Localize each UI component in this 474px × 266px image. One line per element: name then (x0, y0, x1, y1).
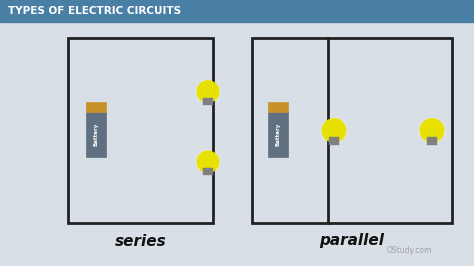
Bar (86, 112, 106, 157)
Bar (86, 102, 106, 112)
Bar (252, 38, 452, 223)
Bar (268, 112, 288, 157)
Bar (203, 98, 212, 105)
Bar (203, 168, 212, 175)
Bar (68, 38, 213, 223)
Circle shape (196, 79, 220, 104)
Text: OStudy.com: OStudy.com (387, 246, 432, 255)
Circle shape (419, 117, 446, 144)
Circle shape (320, 117, 347, 144)
Bar (427, 137, 437, 145)
Circle shape (197, 81, 219, 102)
Bar (329, 137, 339, 145)
Circle shape (196, 149, 220, 174)
Text: Battery: Battery (93, 123, 99, 146)
Text: series: series (115, 234, 166, 248)
Circle shape (322, 119, 346, 142)
Bar (268, 102, 288, 112)
Bar (0, 0, 474, 22)
Text: parallel: parallel (319, 234, 384, 248)
Text: Battery: Battery (275, 123, 281, 146)
Circle shape (197, 151, 219, 173)
Text: TYPES OF ELECTRIC CIRCUITS: TYPES OF ELECTRIC CIRCUITS (8, 6, 181, 16)
Circle shape (420, 119, 444, 142)
